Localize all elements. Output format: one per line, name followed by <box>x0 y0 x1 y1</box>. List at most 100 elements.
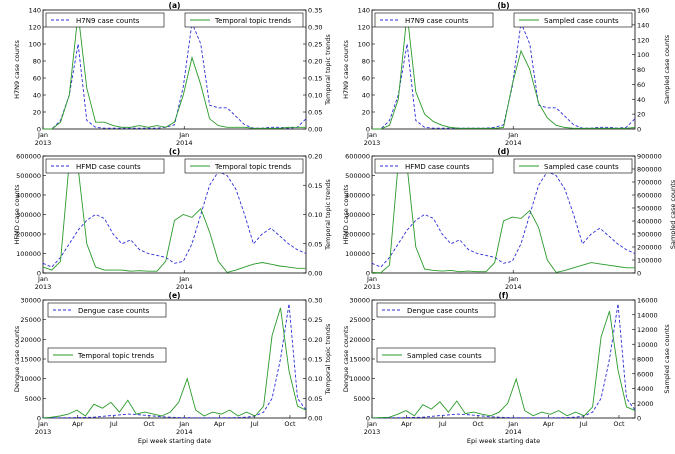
y-right-tick-label: 0.05 <box>308 109 322 117</box>
y-right-tick-label: 0.10 <box>308 211 322 219</box>
x-tick-year: 2014 <box>176 283 193 291</box>
y-right-tick-label: 80 <box>637 66 645 74</box>
y-left-tick-label: 20000 <box>20 336 41 344</box>
y-right-tick-label: 0.20 <box>308 58 322 66</box>
series-line-right-axis <box>43 13 306 130</box>
y-left-tick-label: 10000 <box>20 375 41 383</box>
y-left-tick-label: 200000 <box>16 231 41 239</box>
chart-panel-a: (a) 0 20 40 60 80 100 120 140 0.00 0.05 0.10 0.15 0.2… <box>13 1 332 147</box>
y-left-tick-label: 100 <box>358 41 370 49</box>
chart-panel-e: (e) 0 5000 10000 15000 20000 25000 30000 0.00 0.0… <box>13 291 332 445</box>
legend-label: Temporal topic trends <box>214 163 291 171</box>
x-tick-label: Jan <box>366 420 377 428</box>
y-left-tick-label: 15000 <box>20 356 41 364</box>
y-right-axis-label: Temporal topic trends <box>324 34 332 106</box>
y-left-tick-label: 300000 <box>345 211 370 219</box>
series-line-case-counts <box>43 303 307 419</box>
y-left-tick-label: 40 <box>33 92 41 100</box>
x-tick-year: 2013 <box>35 139 52 147</box>
y-left-axis-label: Dengue case counts <box>13 325 21 392</box>
y-left-tick-label: 600000 <box>16 153 41 161</box>
y-right-tick-label: 4000 <box>637 385 654 393</box>
y-right-tick-label: 2000 <box>637 400 654 408</box>
legend-label: Temporal topic trends <box>214 17 291 25</box>
legend-left: H7N9 case counts <box>374 12 494 28</box>
y-left-tick-label: 120 <box>358 24 370 32</box>
legend-box <box>45 12 165 28</box>
y-right-tick-label: 0.10 <box>308 92 322 100</box>
y-left-tick-label: 25000 <box>20 316 41 324</box>
legend-right: Temporal topic trends <box>47 347 167 363</box>
y-right-tick-label: 800000 <box>637 166 662 174</box>
x-tick-label: Apr <box>214 420 226 428</box>
y-left-axis-label: H7N9 case counts <box>13 39 21 98</box>
panel-label: (f) <box>498 291 508 300</box>
series-line-case-counts <box>42 171 307 268</box>
y-right-tick-label: 300000 <box>637 231 662 239</box>
x-tick-label: Jan <box>366 275 377 283</box>
y-right-tick-label: 6000 <box>637 370 654 378</box>
legend-label: H7N9 case counts <box>405 17 469 25</box>
y-left-tick-label: 400000 <box>345 192 370 200</box>
x-tick-year: 2014 <box>505 139 522 147</box>
x-tick-label: Apr <box>72 420 84 428</box>
y-left-tick-label: 5000 <box>353 395 370 403</box>
legend-label: Sampled case counts <box>544 17 619 25</box>
y-right-tick-label: 100000 <box>637 257 662 265</box>
series-line-case-counts <box>43 21 307 130</box>
y-right-tick-label: 600000 <box>637 192 662 200</box>
y-right-tick-label: 100 <box>637 51 649 59</box>
y-left-axis-label: HFMD case counts <box>13 184 21 245</box>
y-right-tick-label: 0.00 <box>308 415 322 423</box>
legend-label: HFMD case counts <box>76 163 141 171</box>
y-right-tick-label: 0.20 <box>308 153 322 161</box>
legend-label: Sampled case counts <box>407 352 482 360</box>
y-right-tick-label: 0.35 <box>308 7 322 15</box>
series-line-case-counts <box>372 21 636 130</box>
y-right-tick-label: 0.00 <box>308 126 322 134</box>
legend-box <box>47 347 167 363</box>
chart-panel-b: (b) 0 20 40 60 80 100 120 140 0 20 40 60 80 100 120 140 1… <box>342 1 671 147</box>
y-left-tick-label: 400000 <box>16 192 41 200</box>
y-left-tick-label: 10000 <box>349 375 370 383</box>
x-tick-label: Jan <box>178 420 189 428</box>
legend-box <box>376 347 496 363</box>
plot-frame <box>42 155 307 274</box>
x-tick-label: Jan <box>507 420 518 428</box>
y-right-tick-label: 16000 <box>637 297 658 305</box>
x-tick-year: 2013 <box>35 428 52 436</box>
y-left-tick-label: 140 <box>358 7 370 15</box>
y-left-tick-label: 60 <box>362 75 370 83</box>
y-right-axis-label: Temporal topic trends <box>324 179 332 251</box>
y-left-tick-label: 25000 <box>349 316 370 324</box>
y-left-tick-label: 500000 <box>345 172 370 180</box>
y-right-tick-label: 20 <box>637 111 645 119</box>
x-tick-label: Apr <box>543 420 555 428</box>
y-left-tick-label: 30000 <box>349 297 370 305</box>
series-line-right-axis <box>42 307 307 419</box>
y-right-axis-label: Sampled case counts <box>663 34 671 104</box>
y-right-tick-label: 0.15 <box>308 75 322 83</box>
y-right-tick-label: 0 <box>637 126 641 134</box>
y-right-axis-label: Sampled case counts <box>663 324 671 394</box>
legend-label: HFMD case counts <box>405 163 470 171</box>
x-tick-label: Jul <box>250 420 259 428</box>
legend-box <box>374 158 494 174</box>
series-line-right-axis <box>371 161 635 274</box>
y-right-tick-label: 0.30 <box>308 24 322 32</box>
y-right-tick-label: 160 <box>637 7 649 15</box>
legend-label: Sampled case counts <box>544 163 619 171</box>
y-left-tick-label: 40 <box>362 92 370 100</box>
y-right-tick-label: 0.25 <box>308 41 322 49</box>
legend-label: H7N9 case counts <box>76 17 140 25</box>
y-right-tick-label: 8000 <box>637 356 654 364</box>
plot-frame <box>42 9 307 130</box>
y-right-tick-label: 0.30 <box>308 297 322 305</box>
x-tick-label: Jan <box>37 275 48 283</box>
x-tick-label: Apr <box>401 420 413 428</box>
y-left-tick-label: 300000 <box>16 211 41 219</box>
legend-box <box>184 12 304 28</box>
y-left-axis-label: Dengue case counts <box>342 325 350 392</box>
y-left-tick-label: 0 <box>37 415 41 423</box>
y-left-tick-label: 20000 <box>349 336 370 344</box>
